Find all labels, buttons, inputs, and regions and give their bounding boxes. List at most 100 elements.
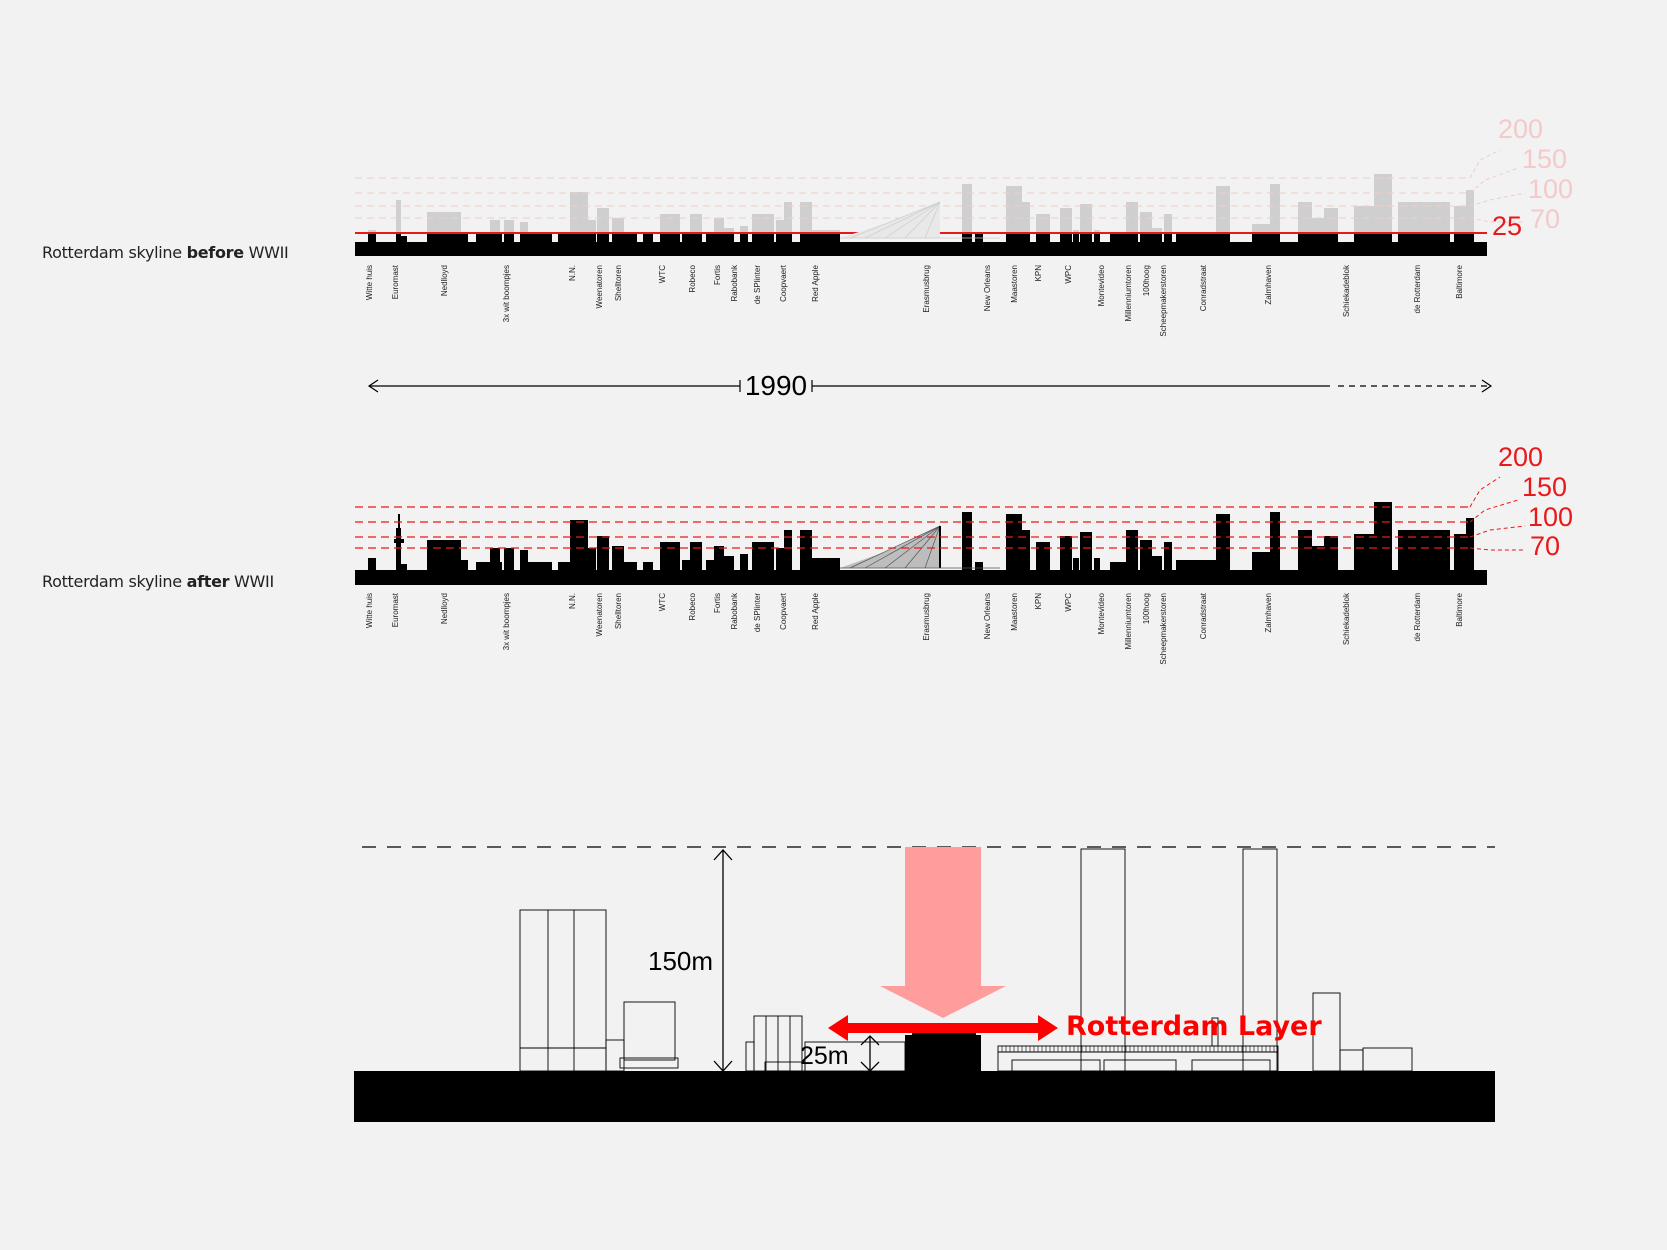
- building-label-after-17: KPN: [1034, 593, 1043, 610]
- building-label-before-0: Witte huis: [365, 265, 374, 300]
- before-building-base-47: [1298, 233, 1312, 242]
- after-leader-70: [1469, 547, 1525, 551]
- after-building-48: [1312, 546, 1324, 570]
- before-building-6: [490, 220, 500, 233]
- before-building-44: [1216, 186, 1230, 233]
- label-before-bold: before: [186, 243, 245, 262]
- label-150m: 150m: [648, 946, 713, 976]
- before-ground-bar: [355, 242, 1487, 256]
- after-building-27: [800, 530, 812, 570]
- after-building-34: [1060, 536, 1072, 570]
- before-building-base-53: [1428, 233, 1450, 242]
- before-building-base-34: [1060, 233, 1072, 242]
- after-building-39: [1126, 530, 1138, 570]
- before-building-base-19: [690, 233, 702, 242]
- before-building-29: [962, 184, 972, 233]
- before-building-base-43: [1176, 233, 1216, 242]
- building-label-after-13: Red Apple: [811, 592, 820, 629]
- before-building-13: [597, 208, 609, 233]
- after-building-53: [1428, 530, 1450, 570]
- building-label-after-20: Millenniumtoren: [1124, 593, 1133, 649]
- before-building-base-51: [1374, 233, 1392, 242]
- after-building-42: [1164, 542, 1172, 570]
- building-label-after-21: 100hoog: [1142, 593, 1151, 624]
- before-building-28: [812, 230, 840, 233]
- label-25m: 25m: [800, 1042, 849, 1070]
- timeline-1990: [367, 379, 1493, 393]
- after-building-31: [1006, 514, 1022, 570]
- before-leader-70: [1469, 217, 1525, 223]
- before-scale-100: 100: [1528, 174, 1573, 204]
- before-building-base-23: [740, 233, 748, 242]
- after-scale-150: 150: [1522, 472, 1567, 502]
- after-building-44: [1216, 514, 1230, 570]
- before-building-base-22: [724, 233, 734, 242]
- after-building-3: [427, 540, 461, 570]
- before-building-base-55: [1466, 233, 1474, 242]
- after-building-43: [1176, 560, 1216, 570]
- after-building-36: [1080, 532, 1092, 570]
- after-building-37: [1094, 558, 1100, 570]
- after-building-40: [1140, 540, 1152, 570]
- before-building-base-54: [1454, 233, 1466, 242]
- before-building-base-15: [623, 234, 637, 242]
- before-scale-200: 200: [1498, 114, 1543, 144]
- before-erasmus-bridge: [840, 201, 1000, 239]
- before-building-base-32: [1022, 233, 1030, 242]
- building-label-before-9: Fortis: [713, 265, 722, 285]
- before-building-base-38: [1110, 234, 1130, 242]
- before-building-base-13: [597, 233, 609, 242]
- before-building-base-2: [401, 236, 407, 242]
- before-building-base-35: [1073, 233, 1079, 242]
- before-building-base-6: [490, 233, 500, 242]
- before-building-34: [1060, 208, 1072, 233]
- label-after-bold: after: [186, 572, 230, 591]
- after-building-4: [460, 560, 468, 570]
- after-building-38: [1110, 562, 1130, 570]
- building-label-before-14: Erasmusbrug: [922, 265, 931, 313]
- before-building-base-27: [800, 233, 812, 242]
- after-building-24: [752, 542, 774, 570]
- after-building-1: [396, 528, 401, 570]
- label-before-prefix: Rotterdam skyline: [42, 243, 187, 262]
- building-label-before-25: Schiekadeblok: [1342, 264, 1351, 317]
- before-building-base-3: [427, 233, 461, 242]
- after-building-28: [812, 558, 840, 570]
- section-building-1: [519, 909, 607, 1072]
- building-label-before-6: Shelltoren: [614, 265, 623, 301]
- building-label-after-9: Fortis: [713, 593, 722, 613]
- building-label-after-12: Coopvaert: [779, 592, 788, 630]
- building-label-after-25: Schiekadeblok: [1342, 592, 1351, 645]
- building-label-after-1: Euromast: [391, 592, 400, 627]
- building-label-before-15: New Orleans: [983, 265, 992, 311]
- building-label-before-5: Weenatoren: [595, 265, 604, 308]
- before-building-base-24: [752, 233, 774, 242]
- after-erasmus-bridge: [840, 525, 1000, 569]
- before-building-base-17: [660, 233, 680, 242]
- after-building-0: [368, 558, 376, 570]
- rotterdam-layer-arrow: [828, 1015, 1058, 1041]
- before-building-36: [1080, 204, 1092, 233]
- scale-25: 25: [1492, 211, 1522, 241]
- building-label-after-5: Weenatoren: [595, 593, 604, 636]
- before-building-base-12: [588, 233, 596, 242]
- after-leader-200: [1469, 476, 1501, 508]
- before-building-base-39: [1126, 233, 1138, 242]
- before-building-22: [724, 228, 734, 233]
- before-building-base-49: [1324, 233, 1338, 242]
- before-building-23: [740, 226, 748, 233]
- before-building-base-18: [682, 233, 690, 242]
- before-building-base-29: [962, 233, 972, 242]
- timeline-left-arrowhead: [367, 379, 379, 393]
- before-building-24: [752, 214, 774, 233]
- before-building-12: [588, 220, 596, 233]
- euromast-spire: [398, 514, 400, 532]
- building-label-before-17: KPN: [1034, 265, 1043, 282]
- section-central-block: [905, 1035, 981, 1071]
- after-building-2: [401, 564, 407, 570]
- before-building-49: [1324, 208, 1338, 233]
- before-building-1: [396, 200, 401, 233]
- after-leader-100: [1469, 525, 1526, 538]
- before-scale-70: 70: [1530, 204, 1560, 234]
